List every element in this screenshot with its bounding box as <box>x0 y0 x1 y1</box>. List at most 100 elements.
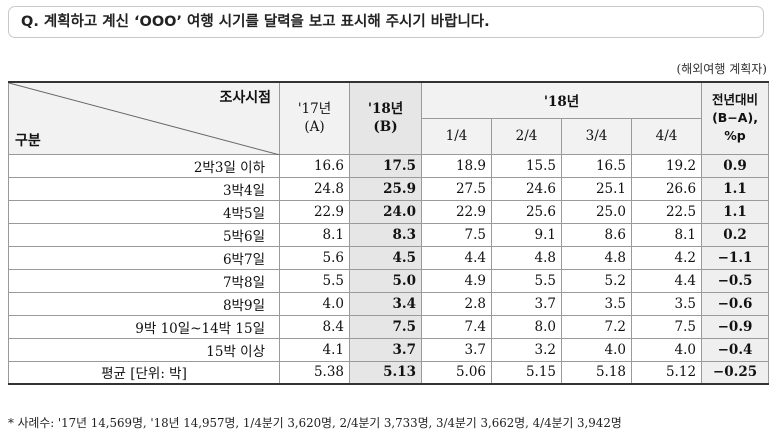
average-row: 평균 [단위: 박] 5.38 5.13 5.06 5.15 5.18 5.12… <box>8 360 770 385</box>
value-2018: 5.0 <box>349 268 422 293</box>
value-diff: 0.9 <box>701 153 770 178</box>
value-2018: 7.5 <box>349 314 422 339</box>
header-diff: 전년대비 (B−A), %p <box>701 81 770 155</box>
value-q1: 18.9 <box>421 153 492 178</box>
header-diff-line1: 전년대비 <box>712 92 759 108</box>
value-q3: 8.6 <box>561 222 632 247</box>
row-label: 5박6일 <box>8 222 280 247</box>
value-diff: −0.9 <box>701 314 770 339</box>
header-quarter-3: 3/4 <box>561 117 632 155</box>
header-quarter-2: 2/4 <box>491 117 562 155</box>
value-q3: 4.8 <box>561 245 632 270</box>
value-2017: 22.9 <box>279 199 350 224</box>
row-label: 9박 10일~14박 15일 <box>8 314 280 339</box>
question-text: Q. 계획하고 계신 ‘OOO’ 여행 시기를 달력을 보고 표시해 주시기 바… <box>21 14 490 30</box>
value-q2: 4.8 <box>491 245 562 270</box>
category-label: 구분 <box>15 132 41 149</box>
average-diff: −0.25 <box>701 360 770 385</box>
value-q4: 26.6 <box>630 176 703 201</box>
value-q2: 5.5 <box>491 268 562 293</box>
value-q2: 3.7 <box>491 291 562 316</box>
table-row: 2박3일 이하 16.6 17.5 18.9 15.5 16.5 19.2 0.… <box>8 153 770 178</box>
header-diff-line3: %p <box>724 128 746 144</box>
value-2017: 4.0 <box>279 291 350 316</box>
table-row: 15박 이상 4.1 3.7 3.7 3.2 4.0 4.0 −0.4 <box>8 337 770 362</box>
value-q3: 16.5 <box>561 153 632 178</box>
value-2018: 3.4 <box>349 291 422 316</box>
value-q1: 27.5 <box>421 176 492 201</box>
header-diff-line2: (B−A), <box>712 110 758 126</box>
value-q2: 3.2 <box>491 337 562 362</box>
row-label: 2박3일 이하 <box>8 153 280 178</box>
value-diff: −0.4 <box>701 337 770 362</box>
row-label: 8박9일 <box>8 291 280 316</box>
header-2018-quarters-group: '18년 <box>420 81 703 119</box>
value-q1: 4.4 <box>421 245 492 270</box>
header-2018-code: (B) <box>373 119 398 136</box>
table-row: 9박 10일~14박 15일 8.4 7.5 7.4 8.0 7.2 7.5 −… <box>8 314 770 339</box>
value-q1: 22.9 <box>421 199 492 224</box>
value-q3: 5.2 <box>561 268 632 293</box>
table-row: 6박7일 5.6 4.5 4.4 4.8 4.8 4.2 −1.1 <box>8 245 770 270</box>
survey-table: 조사시점 구분 '17년 (A) '18년 (B) '18년 전년대비 (B−A… <box>8 81 770 385</box>
header-quarter-1: 1/4 <box>421 117 492 155</box>
unit-note: (해외여행 계획자) <box>676 62 767 76</box>
value-q2: 8.0 <box>491 314 562 339</box>
average-2017: 5.38 <box>279 360 350 385</box>
value-2017: 5.5 <box>279 268 350 293</box>
value-2017: 5.6 <box>279 245 350 270</box>
value-q1: 3.7 <box>421 337 492 362</box>
table-row: 3박4일 24.8 25.9 27.5 24.6 25.1 26.6 1.1 <box>8 176 770 201</box>
average-q1: 5.06 <box>421 360 492 385</box>
header-2018: '18년 (B) <box>349 81 422 155</box>
value-diff: −1.1 <box>701 245 770 270</box>
value-q2: 9.1 <box>491 222 562 247</box>
header-diagonal-cell: 조사시점 구분 <box>8 81 280 155</box>
question-box: Q. 계획하고 계신 ‘OOO’ 여행 시기를 달력을 보고 표시해 주시기 바… <box>8 6 764 38</box>
value-q1: 4.9 <box>421 268 492 293</box>
value-diff: 1.1 <box>701 199 770 224</box>
value-2017: 8.1 <box>279 222 350 247</box>
header-2017-code: (A) <box>304 119 325 136</box>
average-label: 평균 [단위: 박] <box>8 360 280 385</box>
survey-period-label: 조사시점 <box>219 90 271 106</box>
value-q1: 7.4 <box>421 314 492 339</box>
value-2018: 3.7 <box>349 337 422 362</box>
value-diff: −0.5 <box>701 268 770 293</box>
value-2017: 4.1 <box>279 337 350 362</box>
value-q1: 2.8 <box>421 291 492 316</box>
row-label: 3박4일 <box>8 176 280 201</box>
value-2017: 8.4 <box>279 314 350 339</box>
value-q4: 22.5 <box>630 199 703 224</box>
value-q3: 3.5 <box>561 291 632 316</box>
average-2018: 5.13 <box>349 360 422 385</box>
value-2017: 24.8 <box>279 176 350 201</box>
value-2018: 25.9 <box>349 176 422 201</box>
row-label: 4박5일 <box>8 199 280 224</box>
value-diff: 0.2 <box>701 222 770 247</box>
value-2018: 8.3 <box>349 222 422 247</box>
row-label: 6박7일 <box>8 245 280 270</box>
table-row: 4박5일 22.9 24.0 22.9 25.6 25.0 22.5 1.1 <box>8 199 770 224</box>
value-q4: 4.4 <box>630 268 703 293</box>
diagonal-line <box>9 83 280 155</box>
row-label: 7박8일 <box>8 268 280 293</box>
value-2018: 4.5 <box>349 245 422 270</box>
value-q3: 7.2 <box>561 314 632 339</box>
value-q4: 19.2 <box>630 153 703 178</box>
table-row: 5박6일 8.1 8.3 7.5 9.1 8.6 8.1 0.2 <box>8 222 770 247</box>
value-q4: 8.1 <box>630 222 703 247</box>
value-q1: 7.5 <box>421 222 492 247</box>
value-2018: 24.0 <box>349 199 422 224</box>
value-q4: 3.5 <box>630 291 703 316</box>
header-quarter-4: 4/4 <box>630 117 703 155</box>
header-2017-year: '17년 <box>297 101 332 118</box>
table-row: 7박8일 5.5 5.0 4.9 5.5 5.2 4.4 −0.5 <box>8 268 770 293</box>
average-q2: 5.15 <box>491 360 562 385</box>
value-q4: 4.2 <box>630 245 703 270</box>
table-row: 8박9일 4.0 3.4 2.8 3.7 3.5 3.5 −0.6 <box>8 291 770 316</box>
row-label: 15박 이상 <box>8 337 280 362</box>
value-q3: 4.0 <box>561 337 632 362</box>
value-q3: 25.1 <box>561 176 632 201</box>
average-q3: 5.18 <box>561 360 632 385</box>
